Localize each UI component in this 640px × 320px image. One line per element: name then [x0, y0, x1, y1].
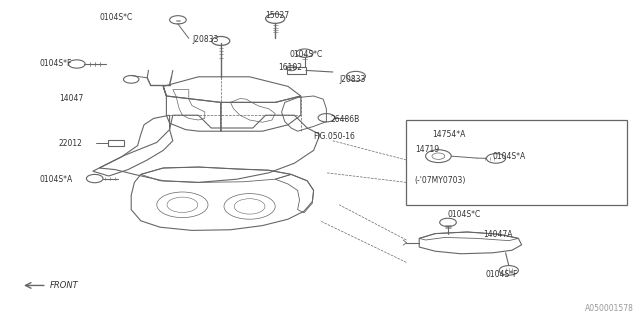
Text: 15027: 15027 [266, 12, 290, 20]
Text: A050001578: A050001578 [585, 304, 634, 313]
Bar [406, 120, 627, 205]
Text: 0104S*C: 0104S*C [99, 13, 132, 22]
Text: J20833: J20833 [192, 36, 218, 44]
Text: 0104S*C: 0104S*C [448, 210, 481, 219]
Text: 0104S*A: 0104S*A [493, 152, 526, 161]
Text: 0104S*C: 0104S*C [289, 50, 323, 59]
Text: FRONT: FRONT [50, 281, 79, 290]
Text: 14754*A: 14754*A [432, 130, 465, 139]
Text: FIG.050-16: FIG.050-16 [314, 132, 355, 141]
Text: 22012: 22012 [59, 139, 83, 148]
Text: 14047: 14047 [59, 94, 83, 103]
Text: 14719: 14719 [415, 145, 439, 154]
Text: 14047A: 14047A [483, 230, 513, 239]
Text: 16102: 16102 [278, 63, 302, 72]
Text: 0104S*F: 0104S*F [40, 60, 72, 68]
Text: 0104S*F: 0104S*F [485, 270, 518, 279]
Text: J20833: J20833 [339, 75, 365, 84]
Bar [287, 67, 306, 74]
Bar [108, 140, 124, 146]
Text: 0104S*A: 0104S*A [40, 175, 73, 184]
Text: 26486B: 26486B [331, 115, 360, 124]
Text: (-'07MY0703): (-'07MY0703) [415, 176, 466, 185]
